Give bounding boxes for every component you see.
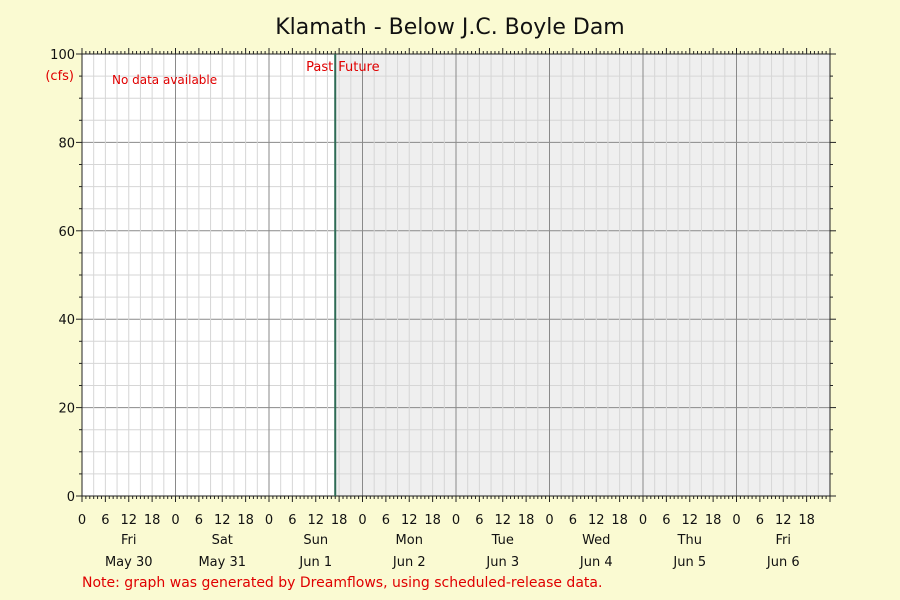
y-tick-label: 100 bbox=[50, 48, 75, 63]
x-hour-label: 18 bbox=[331, 513, 348, 528]
x-hour-label: 6 bbox=[756, 513, 764, 528]
x-date-label: Jun 6 bbox=[766, 555, 800, 570]
x-hour-label: 12 bbox=[307, 513, 324, 528]
x-hour-label: 12 bbox=[681, 513, 698, 528]
y-axis-tick-labels: 0 20 40 60 80 100 bbox=[50, 48, 75, 505]
y-tick-label: 40 bbox=[58, 313, 75, 328]
y-tick-label: 0 bbox=[67, 490, 75, 505]
grid-lines bbox=[81, 53, 831, 497]
y-tick-label: 60 bbox=[58, 225, 75, 240]
x-hour-label: 12 bbox=[494, 513, 511, 528]
x-hour-label: 0 bbox=[639, 513, 647, 528]
x-date-label: Jun 4 bbox=[579, 555, 613, 570]
x-hour-label: 6 bbox=[382, 513, 390, 528]
x-hour-label: 6 bbox=[288, 513, 296, 528]
x-weekday-label: Thu bbox=[677, 533, 702, 548]
y-tick-label: 80 bbox=[58, 136, 75, 151]
x-hour-label: 0 bbox=[265, 513, 273, 528]
x-weekday-label: Tue bbox=[491, 533, 514, 548]
x-hour-label: 6 bbox=[101, 513, 109, 528]
x-date-label: Jun 5 bbox=[672, 555, 706, 570]
x-hour-label: 6 bbox=[475, 513, 483, 528]
x-hour-label: 0 bbox=[358, 513, 366, 528]
future-label: Future bbox=[338, 60, 379, 75]
x-hour-label: 6 bbox=[569, 513, 577, 528]
x-weekday-label: Fri bbox=[776, 533, 792, 548]
x-weekday-label: Sat bbox=[212, 533, 233, 548]
x-date-label: May 30 bbox=[105, 555, 153, 570]
no-data-message: No data available bbox=[112, 73, 217, 87]
now-marker: Past Future bbox=[306, 54, 380, 496]
x-date-label: Jun 1 bbox=[298, 555, 332, 570]
x-hour-label: 12 bbox=[775, 513, 792, 528]
x-hour-label: 18 bbox=[798, 513, 815, 528]
x-hour-label: 18 bbox=[518, 513, 535, 528]
x-hour-label: 18 bbox=[237, 513, 254, 528]
x-hour-label: 18 bbox=[424, 513, 441, 528]
chart-title: Klamath - Below J.C. Boyle Dam bbox=[275, 15, 625, 40]
footnote: Note: graph was generated by Dreamflows,… bbox=[82, 575, 602, 591]
x-hour-label: 12 bbox=[588, 513, 605, 528]
x-hour-label: 6 bbox=[662, 513, 670, 528]
x-hour-label: 6 bbox=[195, 513, 203, 528]
x-date-label: May 31 bbox=[198, 555, 246, 570]
x-hour-label: 0 bbox=[545, 513, 553, 528]
y-tick-label: 20 bbox=[58, 402, 75, 417]
x-hour-label: 0 bbox=[452, 513, 460, 528]
x-hour-label: 0 bbox=[78, 513, 86, 528]
x-weekday-label: Fri bbox=[121, 533, 137, 548]
x-hour-label: 0 bbox=[171, 513, 179, 528]
x-hour-label: 12 bbox=[401, 513, 418, 528]
x-date-label: Jun 2 bbox=[392, 555, 426, 570]
x-weekday-label: Mon bbox=[396, 533, 423, 548]
x-weekday-label: Sun bbox=[303, 533, 328, 548]
x-hour-label: 12 bbox=[120, 513, 137, 528]
x-weekday-label: Wed bbox=[582, 533, 610, 548]
axis-ticks bbox=[76, 48, 836, 502]
x-hour-label: 18 bbox=[705, 513, 722, 528]
x-hour-label: 18 bbox=[144, 513, 161, 528]
x-hour-label: 0 bbox=[732, 513, 740, 528]
x-date-label: Jun 3 bbox=[485, 555, 519, 570]
x-hour-label: 12 bbox=[214, 513, 231, 528]
x-hour-label: 18 bbox=[611, 513, 628, 528]
y-axis-unit-label: (cfs) bbox=[45, 69, 74, 84]
past-label: Past bbox=[306, 60, 333, 75]
